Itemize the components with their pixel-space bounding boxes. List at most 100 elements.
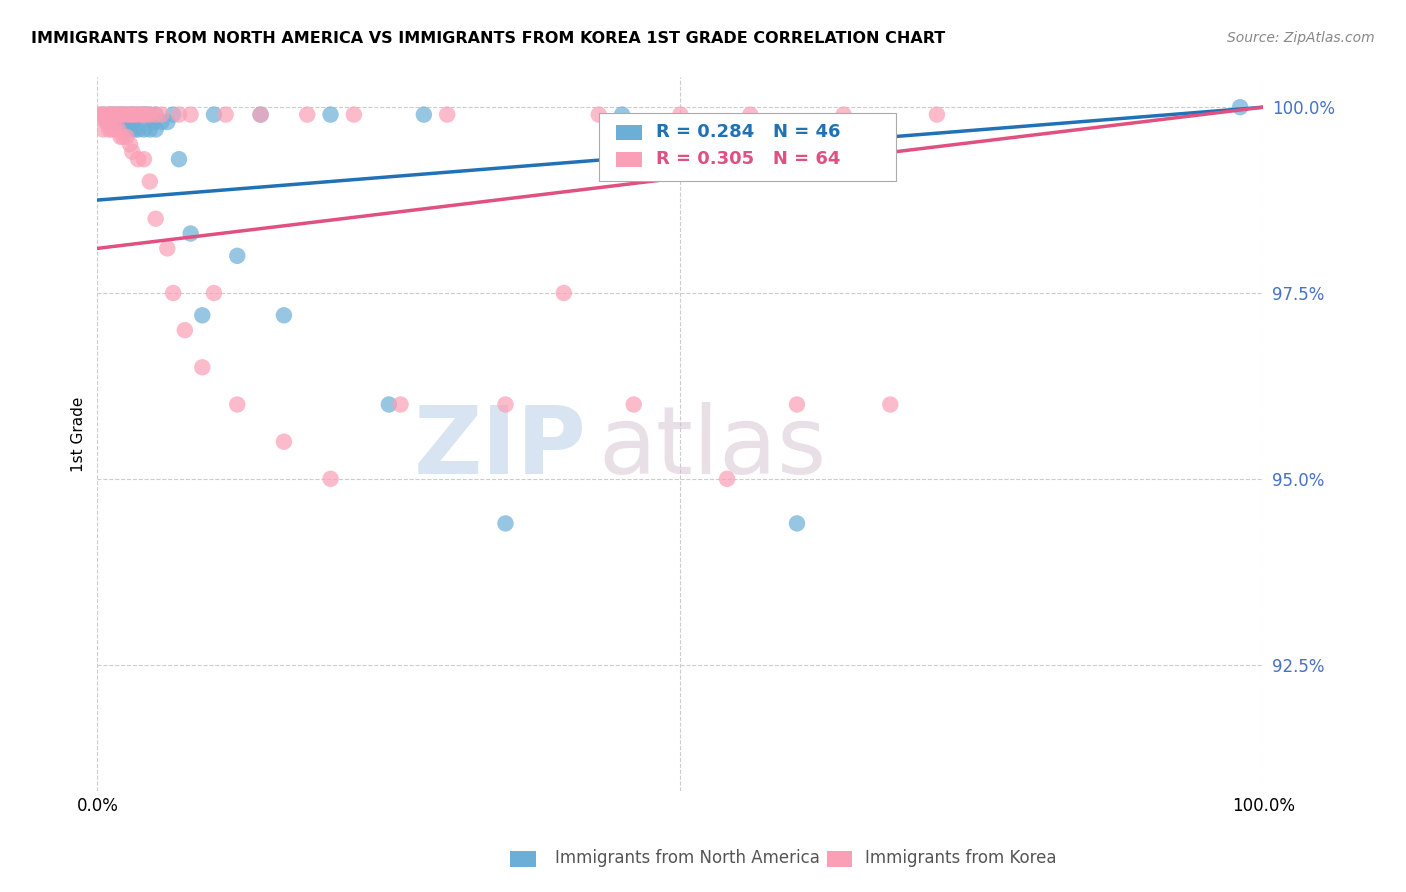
Point	[135, 107, 157, 121]
Point	[139, 107, 162, 121]
Point	[91, 107, 114, 121]
Point	[90, 107, 112, 121]
Point	[127, 107, 149, 121]
Point	[100, 122, 122, 136]
Point	[121, 145, 143, 159]
Point	[94, 107, 117, 121]
Point	[118, 137, 141, 152]
Point	[553, 285, 575, 300]
Point	[100, 107, 122, 121]
Point	[100, 107, 122, 121]
Point	[121, 107, 143, 121]
Point	[121, 107, 143, 121]
Point	[98, 122, 121, 136]
Point	[121, 115, 143, 129]
Point	[118, 107, 141, 121]
Point	[110, 129, 132, 144]
Point	[623, 397, 645, 411]
Point	[162, 285, 184, 300]
Point	[98, 107, 121, 121]
Point	[132, 122, 155, 136]
Point	[343, 107, 366, 121]
Point	[167, 107, 190, 121]
Point	[249, 107, 271, 121]
Point	[107, 107, 129, 121]
Point	[319, 472, 342, 486]
Point	[378, 397, 401, 411]
Point	[202, 285, 225, 300]
Text: ZIP: ZIP	[415, 402, 588, 494]
Point	[107, 122, 129, 136]
Point	[111, 107, 134, 121]
Point	[89, 107, 111, 121]
Point	[132, 107, 155, 121]
Point	[104, 115, 127, 129]
Point	[167, 152, 190, 166]
Text: R = 0.284   N = 46: R = 0.284 N = 46	[657, 123, 841, 142]
Point	[173, 323, 195, 337]
Point	[124, 122, 146, 136]
Point	[96, 115, 118, 129]
Point	[131, 107, 153, 121]
Point	[104, 122, 127, 136]
Point	[118, 107, 141, 121]
Bar	[616, 152, 643, 168]
Point	[104, 107, 127, 121]
Point	[226, 397, 249, 411]
Point	[879, 397, 901, 411]
Point	[786, 397, 808, 411]
Point	[107, 107, 129, 121]
Point	[412, 107, 434, 121]
Point	[103, 107, 125, 121]
Point	[127, 152, 149, 166]
Text: IMMIGRANTS FROM NORTH AMERICA VS IMMIGRANTS FROM KOREA 1ST GRADE CORRELATION CHA: IMMIGRANTS FROM NORTH AMERICA VS IMMIGRA…	[31, 31, 945, 46]
Point	[145, 107, 167, 121]
Point	[156, 115, 179, 129]
Point	[115, 107, 138, 121]
Point	[786, 516, 808, 531]
Point	[135, 107, 157, 121]
Point	[139, 107, 162, 121]
Point	[495, 516, 517, 531]
Point	[145, 122, 167, 136]
Point	[180, 227, 202, 241]
Bar	[616, 125, 643, 140]
Point	[91, 107, 114, 121]
Point	[832, 107, 855, 121]
Point	[115, 115, 138, 129]
Point	[1229, 100, 1251, 114]
Point	[156, 241, 179, 255]
Point	[610, 107, 633, 121]
Point	[180, 107, 202, 121]
Point	[740, 107, 762, 121]
Point	[110, 115, 132, 129]
Point	[131, 107, 153, 121]
Text: Source: ZipAtlas.com: Source: ZipAtlas.com	[1227, 31, 1375, 45]
Point	[110, 107, 132, 121]
Point	[495, 397, 517, 411]
Point	[389, 397, 412, 411]
Point	[115, 107, 138, 121]
Point	[91, 122, 114, 136]
Point	[98, 107, 121, 121]
Point	[104, 107, 127, 121]
Point	[111, 129, 134, 144]
Bar	[510, 851, 536, 867]
Point	[925, 107, 948, 121]
Y-axis label: 1st Grade: 1st Grade	[72, 397, 86, 472]
Point	[214, 107, 236, 121]
Point	[273, 308, 295, 322]
Point	[145, 107, 167, 121]
Bar	[827, 851, 852, 867]
Point	[319, 107, 342, 121]
Point	[127, 107, 149, 121]
Point	[115, 129, 138, 144]
Point	[132, 152, 155, 166]
Point	[162, 107, 184, 121]
Point	[202, 107, 225, 121]
Point	[226, 249, 249, 263]
Point	[124, 107, 146, 121]
Point	[139, 174, 162, 188]
Point	[273, 434, 295, 449]
Point	[297, 107, 319, 121]
